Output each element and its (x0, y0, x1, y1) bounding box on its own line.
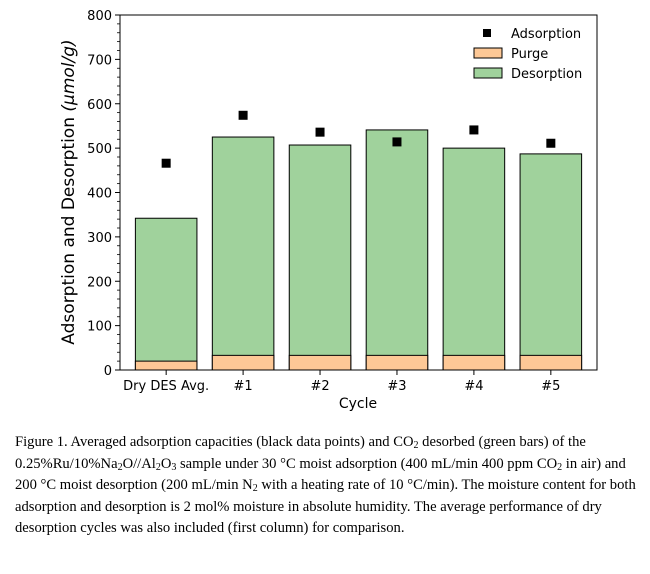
caption-subscript: 2 (117, 461, 123, 473)
legend: Adsorption Purge Desorption (473, 27, 582, 82)
caption-subscript: 2 (413, 440, 419, 451)
x-tick-label: #5 (541, 379, 560, 394)
x-tick-label: #1 (234, 379, 253, 394)
caption-text: sample under 30 °C moist adsorption (400… (176, 455, 558, 472)
y-tick-label: 400 (87, 187, 112, 202)
y-tick-label: 600 (87, 98, 112, 113)
x-axis: Dry DES Avg. #1 #2 #3 #4 #5 (123, 370, 560, 394)
y-tick-label: 200 (87, 275, 112, 290)
caption-text: O (160, 455, 172, 472)
y-tick-label: 0 (104, 364, 112, 379)
caption-subscript: 2 (557, 461, 563, 473)
purge-bar (211, 354, 275, 371)
desorption-bar (288, 144, 352, 371)
x-tick-label: Dry DES Avg. (123, 379, 209, 394)
x-tick-label: #2 (310, 379, 329, 394)
y-axis: 0 100 200 300 400 500 600 700 800 (87, 9, 120, 379)
caption-subscript: 2 (155, 461, 161, 473)
caption-text: O//Al (122, 455, 156, 472)
legend-swatch-purge (473, 47, 503, 59)
desorption-bar (211, 136, 275, 371)
adsorption-points (161, 110, 556, 168)
figure-caption: Figure 1. Averaged adsorption capacities… (15, 432, 645, 540)
legend-label: Desorption (511, 67, 582, 82)
purge-bar (442, 354, 506, 371)
caption-subscript: 3 (171, 461, 177, 473)
y-tick-label: 300 (87, 231, 112, 246)
legend-label: Purge (511, 47, 548, 62)
x-tick-label: #3 (387, 379, 406, 394)
desorption-bar (442, 147, 506, 371)
desorption-bar (134, 217, 198, 371)
adsorption-point (546, 138, 556, 148)
y-axis-title-text: Adsorption and Desorption (59, 112, 79, 345)
caption-text: in air) and 200 °C moist desorption (200… (15, 455, 626, 494)
caption-subscript: 2 (252, 483, 258, 494)
y-tick-label: 700 (87, 53, 112, 68)
legend-label: Adsorption (511, 27, 581, 42)
adsorption-point (315, 127, 325, 137)
x-axis-title: Cycle (339, 396, 377, 412)
purge-bar (519, 354, 583, 371)
desorption-bar (519, 153, 583, 371)
adsorption-point (238, 110, 248, 120)
adsorption-point (392, 137, 402, 147)
purge-bar (288, 354, 352, 371)
chart: 0 100 200 300 400 500 600 700 800 Dry DES Avg. #1… (59, 9, 598, 412)
y-axis-title: Adsorption and Desorption (μmol/g) (59, 39, 79, 344)
adsorption-point (469, 125, 479, 135)
caption-text: desorbed (green bars) of the 0.25%Ru/10%… (15, 434, 586, 472)
y-tick-label: 800 (87, 9, 112, 24)
caption-text: with a heating rate of 10 °C/min). The m… (15, 477, 636, 536)
y-tick-label: 100 (87, 320, 112, 335)
purge-bar (134, 360, 198, 371)
desorption-bar (365, 129, 429, 371)
bars (134, 129, 583, 371)
legend-marker-adsorption (483, 29, 491, 37)
y-tick-label: 500 (87, 142, 112, 157)
x-tick-label: #4 (464, 379, 483, 394)
legend-swatch-desorption (473, 67, 503, 79)
adsorption-point (161, 158, 171, 168)
purge-bar (365, 354, 429, 371)
caption-text: Figure 1. Averaged adsorption capacities… (15, 434, 414, 450)
y-axis-title-unit: (μmol/g) (59, 39, 79, 111)
